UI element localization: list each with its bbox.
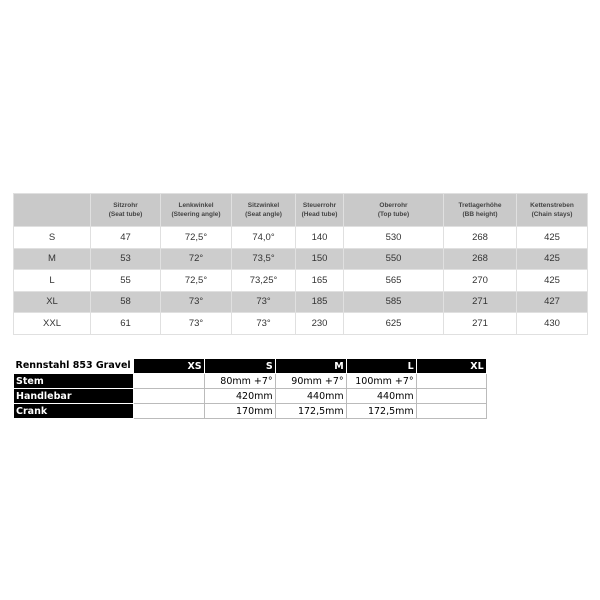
value-cell: [415, 388, 487, 404]
value-cell: 72,5°: [160, 226, 232, 249]
value-cell: 47: [90, 226, 161, 249]
header-de: Tretlagerhöhe: [458, 202, 502, 209]
value-cell: 74,0°: [231, 226, 296, 249]
value-cell: 185: [295, 290, 344, 313]
value-cell: 58: [90, 290, 161, 313]
size-header: XL: [415, 358, 487, 374]
value-cell: 55: [90, 269, 161, 292]
value-cell: 427: [516, 290, 588, 313]
value-cell: 90mm +7°: [274, 373, 347, 389]
value-cell: 268: [443, 247, 517, 270]
value-cell: 172,5mm: [274, 403, 347, 419]
component-label: Handlebar: [13, 388, 134, 404]
value-cell: 425: [516, 226, 588, 249]
size-header: XS: [132, 358, 205, 374]
header-de: Oberrohr: [379, 202, 408, 209]
size-header: M: [274, 358, 347, 374]
value-cell: 53: [90, 247, 161, 270]
table-row: XXL 61 73° 73° 230 625 271 430: [13, 312, 588, 335]
header-de: Sitzrohr: [113, 202, 138, 209]
table-row: Crank 170mm 172,5mm 172,5mm: [13, 403, 487, 419]
value-cell: 100mm +7°: [345, 373, 417, 389]
table-row: XL 58 73° 73° 185 585 271 427: [13, 290, 588, 313]
header-de: Sitzwinkel: [247, 202, 280, 209]
header-en: (Seat tube): [108, 211, 143, 218]
value-cell: 73°: [231, 290, 296, 313]
header-en: (BB height): [462, 211, 498, 218]
size-cell: XL: [13, 290, 91, 313]
value-cell: 430: [516, 312, 588, 335]
header-cell: Lenkwinkel (Steering angle): [160, 193, 232, 227]
size-cell: L: [13, 269, 91, 292]
component-label: Stem: [13, 373, 134, 389]
value-cell: 270: [443, 269, 517, 292]
header-en: (Steering angle): [171, 211, 221, 218]
value-cell: 440mm: [274, 388, 347, 404]
value-cell: 73°: [231, 312, 296, 335]
value-cell: 73°: [160, 290, 232, 313]
table-row: L 55 72,5° 73,25° 165 565 270 425: [13, 269, 588, 292]
components-title: Rennstahl 853 Gravel: [13, 358, 134, 374]
size-cell: XXL: [13, 312, 91, 335]
header-cell: Steuerrohr (Head tube): [295, 193, 344, 227]
value-cell: 268: [443, 226, 517, 249]
value-cell: 165: [295, 269, 344, 292]
value-cell: 440mm: [345, 388, 417, 404]
size-cell: M: [13, 247, 91, 270]
size-header: L: [345, 358, 417, 374]
header-cell: Oberrohr (Top tube): [343, 193, 444, 227]
size-header: S: [203, 358, 276, 374]
value-cell: [132, 388, 205, 404]
value-cell: 420mm: [203, 388, 276, 404]
value-cell: 170mm: [203, 403, 276, 419]
header-de: Lenkwinkel: [178, 202, 214, 209]
value-cell: 72°: [160, 247, 232, 270]
header-en: (Head tube): [301, 211, 338, 218]
value-cell: [415, 403, 487, 419]
components-table: Rennstahl 853 Gravel XS S M L XL Stem 80m…: [13, 358, 487, 419]
component-label: Crank: [13, 403, 134, 419]
header-cell: Kettenstreben (Chain stays): [516, 193, 588, 227]
header-de: Kettenstreben: [530, 202, 574, 209]
value-cell: 230: [295, 312, 344, 335]
components-header-row: Rennstahl 853 Gravel XS S M L XL: [13, 358, 487, 374]
value-cell: 425: [516, 269, 588, 292]
value-cell: 73,25°: [231, 269, 296, 292]
value-cell: 550: [343, 247, 444, 270]
table-row: Stem 80mm +7° 90mm +7° 100mm +7°: [13, 373, 487, 389]
table-row: S 47 72,5° 74,0° 140 530 268 425: [13, 226, 588, 249]
value-cell: 72,5°: [160, 269, 232, 292]
value-cell: 585: [343, 290, 444, 313]
value-cell: [132, 403, 205, 419]
value-cell: 425: [516, 247, 588, 270]
size-cell: S: [13, 226, 91, 249]
value-cell: [415, 373, 487, 389]
header-de: Steuerrohr: [302, 202, 337, 209]
geometry-table: Sitzrohr (Seat tube) Lenkwinkel (Steering …: [13, 193, 588, 335]
header-cell: Sitzwinkel (Seat angle): [231, 193, 296, 227]
value-cell: 140: [295, 226, 344, 249]
header-cell: Sitzrohr (Seat tube): [90, 193, 161, 227]
geometry-header-row: Sitzrohr (Seat tube) Lenkwinkel (Steering …: [13, 193, 588, 227]
value-cell: 73,5°: [231, 247, 296, 270]
header-cell: Tretlagerhöhe (BB height): [443, 193, 517, 227]
value-cell: 625: [343, 312, 444, 335]
value-cell: [132, 373, 205, 389]
table-row: M 53 72° 73,5° 150 550 268 425: [13, 247, 588, 270]
value-cell: 61: [90, 312, 161, 335]
value-cell: 565: [343, 269, 444, 292]
value-cell: 150: [295, 247, 344, 270]
value-cell: 271: [443, 290, 517, 313]
table-row: Handlebar 420mm 440mm 440mm: [13, 388, 487, 404]
value-cell: 80mm +7°: [203, 373, 276, 389]
header-en: (Chain stays): [531, 211, 573, 218]
header-cell: [13, 193, 91, 227]
value-cell: 172,5mm: [345, 403, 417, 419]
value-cell: 73°: [160, 312, 232, 335]
header-en: (Seat angle): [245, 211, 282, 218]
value-cell: 271: [443, 312, 517, 335]
value-cell: 530: [343, 226, 444, 249]
header-en: (Top tube): [377, 211, 410, 218]
